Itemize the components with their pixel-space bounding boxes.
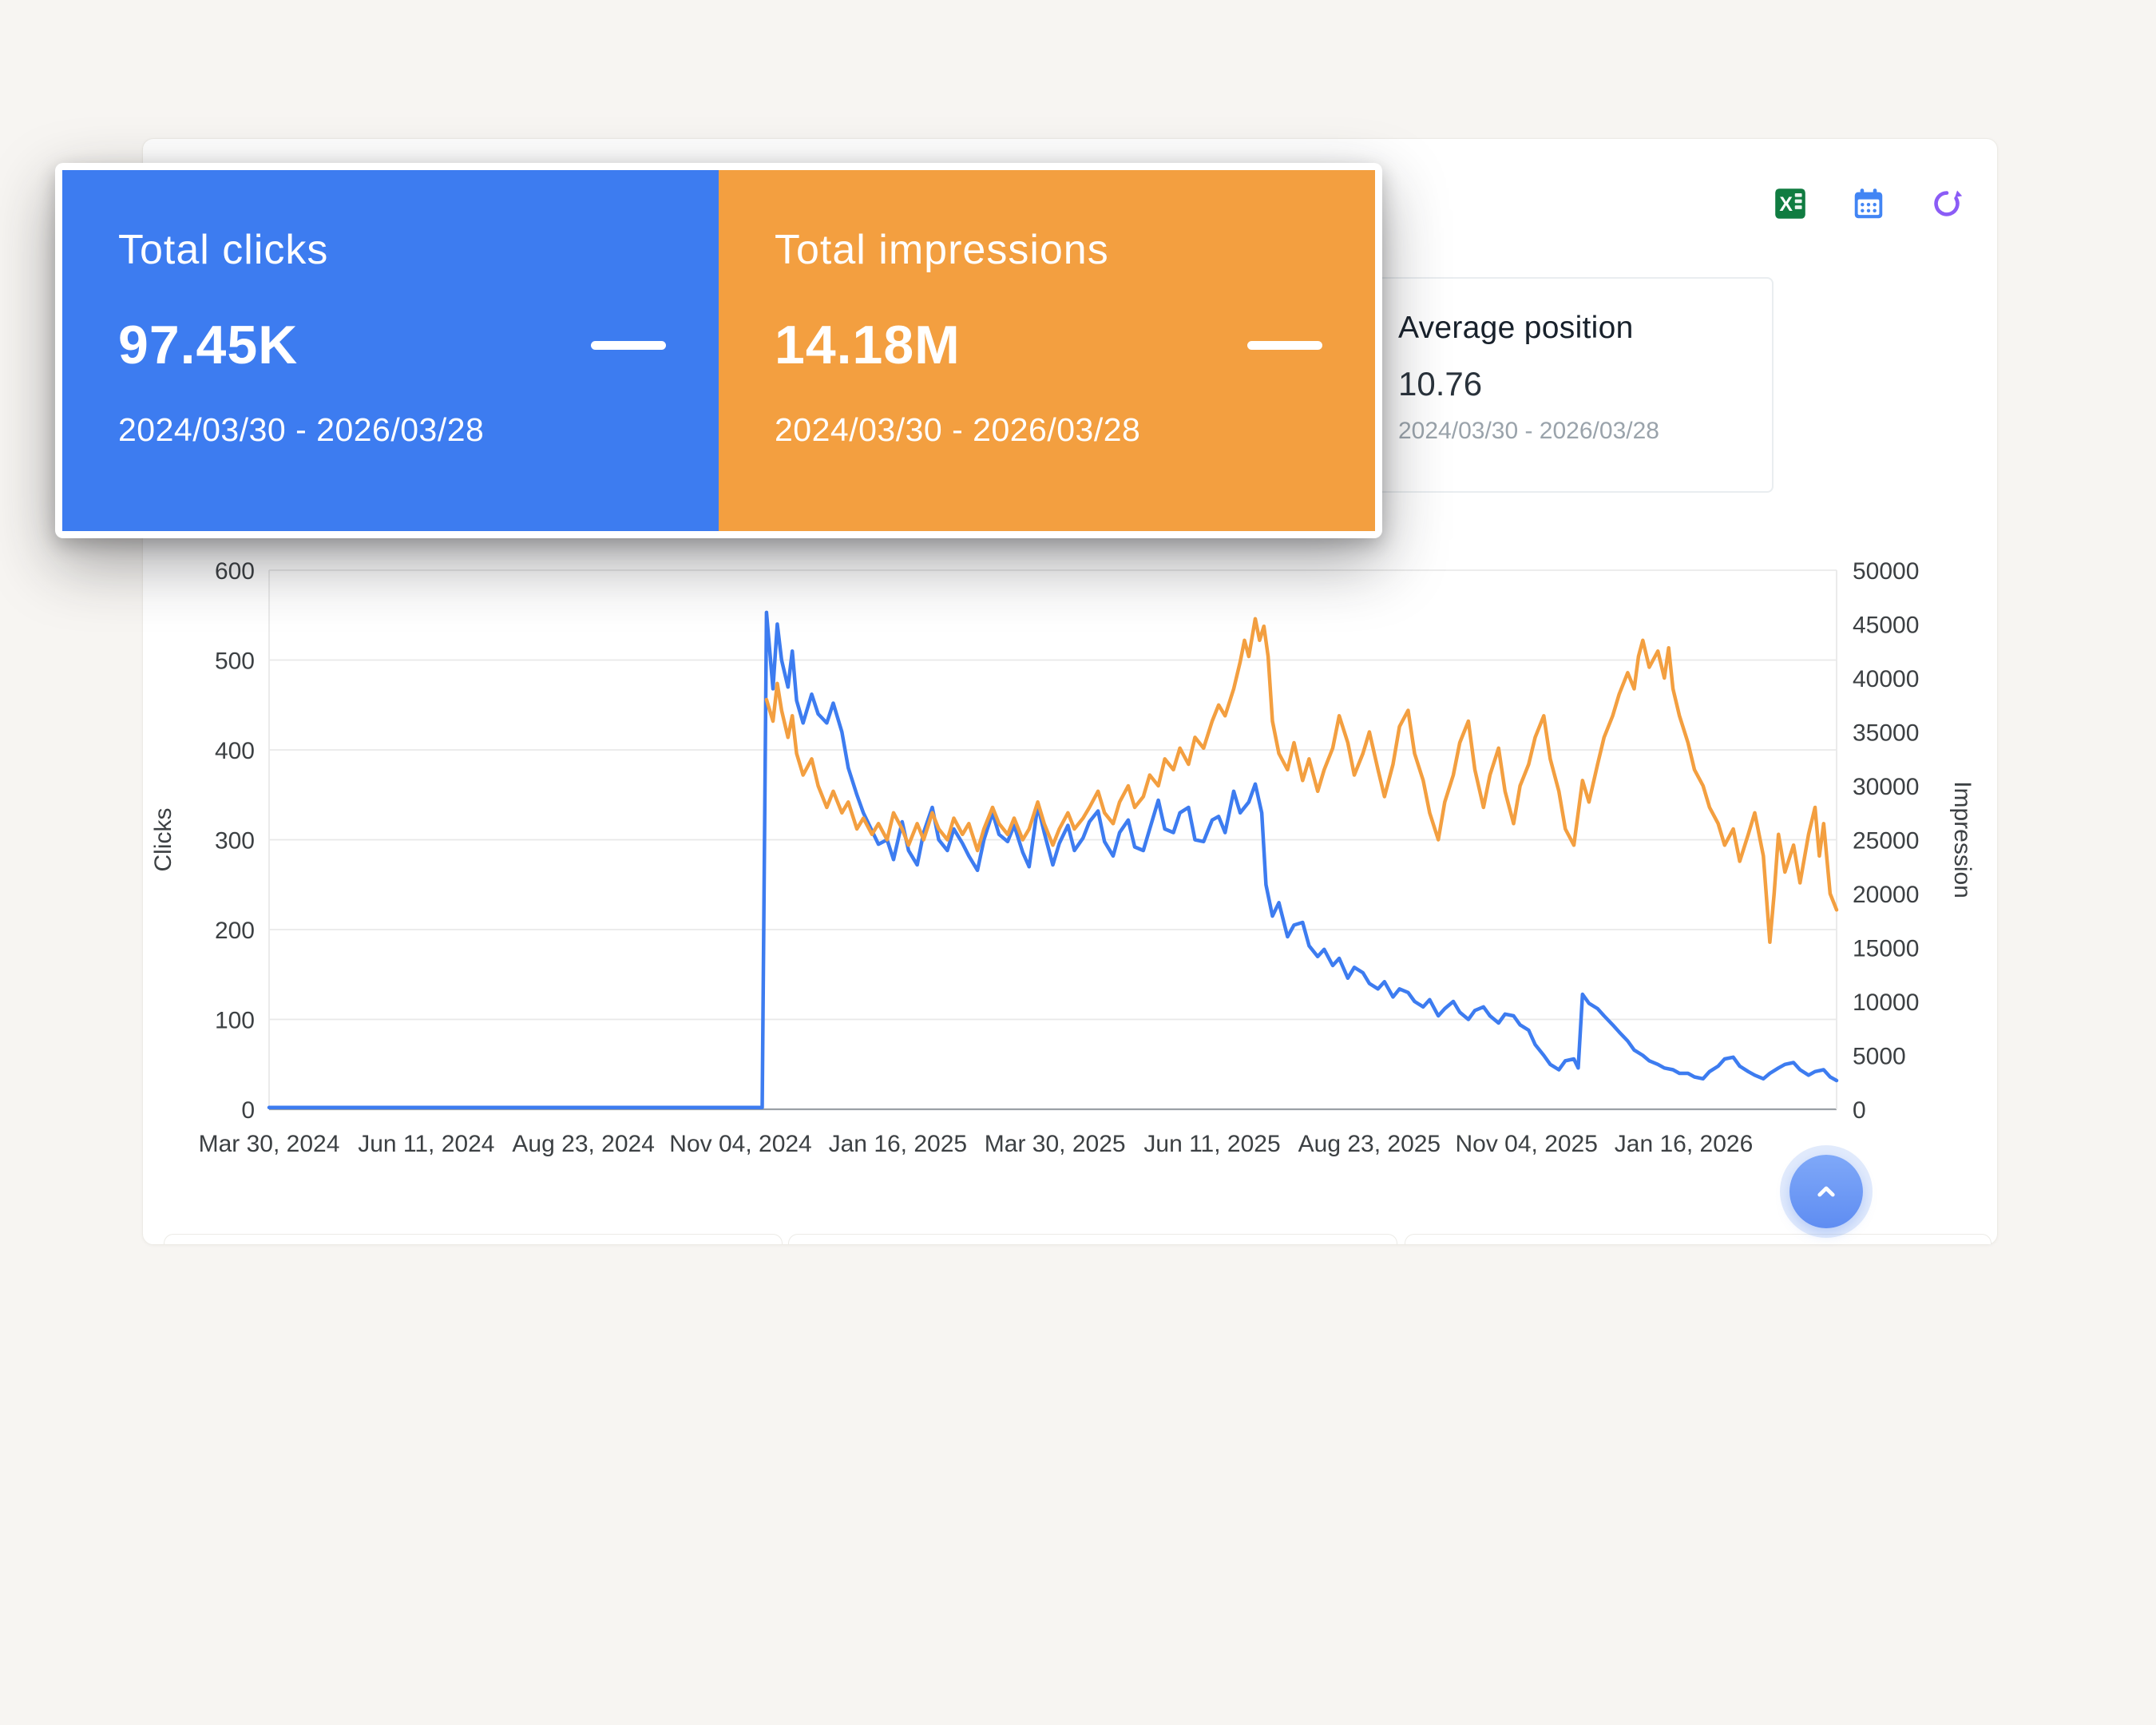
toolbar: X: [1766, 179, 1972, 228]
calendar-icon: [1854, 188, 1883, 219]
refresh-button[interactable]: [1922, 179, 1972, 228]
excel-export-button[interactable]: X: [1766, 179, 1815, 228]
total-impressions-value-row: 14.18M: [775, 314, 1326, 376]
average-position-card[interactable]: Average position 10.76 2024/03/30 - 2026…: [1358, 277, 1774, 493]
total-clicks-date-range: 2024/03/30 - 2026/03/28: [118, 411, 485, 448]
excel-export-icon: X: [1775, 188, 1805, 219]
average-position-title: Average position: [1398, 311, 1634, 345]
svg-text:X: X: [1779, 193, 1793, 216]
average-position-date-range: 2024/03/30 - 2026/03/28: [1398, 418, 1659, 444]
total-impressions-date-range: 2024/03/30 - 2026/03/28: [775, 411, 1141, 448]
total-clicks-value: 97.45K: [118, 315, 299, 375]
average-position-value: 10.76: [1398, 365, 1483, 402]
total-impressions-title: Total impressions: [775, 227, 1109, 273]
card-top-divider: [788, 1234, 1397, 1244]
chevron-up-icon: [1817, 1186, 1835, 1197]
total-impressions-value: 14.18M: [775, 315, 961, 375]
total-clicks-title: Total clicks: [118, 227, 329, 273]
clicks-series-dash: [591, 340, 666, 350]
card-top-divider: [1405, 1234, 1992, 1244]
total-impressions-card[interactable]: Total impressions 14.18M 2024/03/30 - 20…: [719, 170, 1375, 531]
scroll-to-top-button[interactable]: [1789, 1155, 1863, 1228]
refresh-icon: [1934, 190, 1963, 216]
stats-popup: Total clicks 97.45K 2024/03/30 - 2026/03…: [55, 163, 1382, 538]
total-clicks-card[interactable]: Total clicks 97.45K 2024/03/30 - 2026/03…: [62, 170, 719, 531]
impressions-series-dash: [1247, 340, 1322, 350]
total-clicks-value-row: 97.45K: [118, 314, 669, 376]
calendar-button[interactable]: [1844, 179, 1893, 228]
card-top-divider: [164, 1234, 783, 1244]
